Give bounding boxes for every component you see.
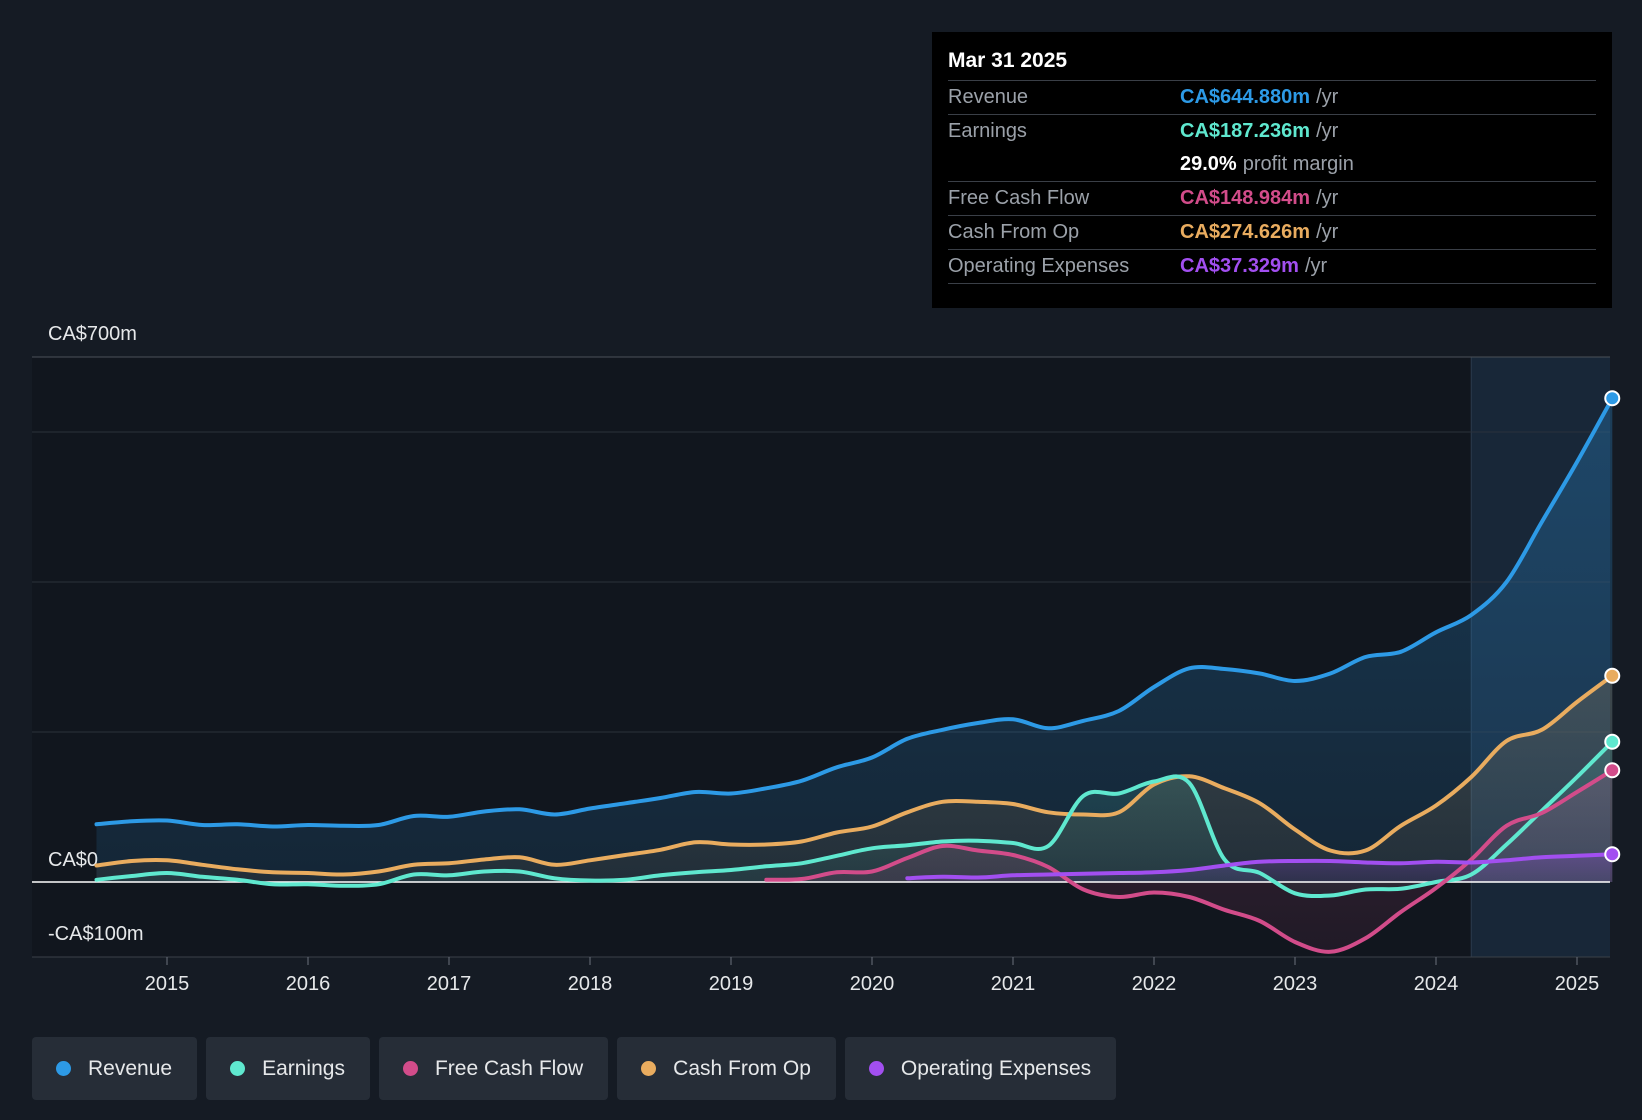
- legend: Revenue Earnings Free Cash Flow Cash Fro…: [32, 1037, 1117, 1100]
- tooltip-value: 29.0%: [1180, 153, 1237, 175]
- legend-item-earnings[interactable]: Earnings: [206, 1037, 370, 1100]
- x-tick-label: 2024: [1414, 973, 1459, 995]
- series-line-free-cash-flow: [764, 768, 1615, 954]
- legend-item-cash-from-op[interactable]: Cash From Op: [617, 1037, 836, 1100]
- tooltip-unit: /yr: [1316, 86, 1339, 108]
- x-tick-label: 2017: [427, 973, 472, 995]
- tooltip-value: CA$37.329m: [1180, 255, 1299, 277]
- series-end-point-cash-from-op: [1604, 667, 1621, 684]
- series-end-point-revenue: [1604, 390, 1621, 407]
- tooltip-panel: Mar 31 2025 Revenue CA$644.880m /yr Earn…: [932, 32, 1612, 308]
- tooltip-row-operating-expenses: Operating Expenses CA$37.329m /yr: [948, 250, 1596, 284]
- tooltip-unit: /yr: [1316, 221, 1339, 243]
- tooltip-row-revenue: Revenue CA$644.880m /yr: [948, 81, 1596, 115]
- legend-dot-icon: [402, 1061, 418, 1076]
- x-tick-label: 2015: [145, 973, 190, 995]
- y-axis-label: CA$700m: [48, 323, 137, 345]
- x-tick-label: 2020: [850, 973, 895, 995]
- x-tick-label: 2019: [709, 973, 754, 995]
- legend-label: Cash From Op: [673, 1056, 811, 1080]
- x-tick-label: 2025: [1555, 973, 1600, 995]
- tooltip-unit: /yr: [1304, 255, 1328, 277]
- legend-label: Earnings: [262, 1056, 345, 1080]
- tooltip-value: CA$187.236m: [1180, 120, 1311, 142]
- legend-item-revenue[interactable]: Revenue: [32, 1037, 198, 1100]
- series-end-point-free-cash-flow: [1604, 762, 1621, 779]
- tooltip-value: CA$644.880m: [1180, 86, 1311, 108]
- tooltip-label: Earnings: [948, 120, 1027, 142]
- series-area-free-cash-flow: [766, 770, 1613, 952]
- legend-label: Free Cash Flow: [434, 1056, 584, 1080]
- series-line-cash-from-op: [94, 673, 1615, 877]
- legend-item-operating-expenses[interactable]: Operating Expenses: [844, 1037, 1117, 1100]
- tooltip-value: CA$274.626m: [1180, 221, 1311, 243]
- tooltip-row-profit-margin: 29.0% profit margin: [948, 148, 1596, 182]
- tooltip-unit: profit margin: [1242, 153, 1354, 175]
- legend-dot-icon: [230, 1061, 246, 1076]
- series-end-point-operating-expenses: [1604, 846, 1621, 863]
- y-axis-label: CA$0: [48, 849, 98, 871]
- tooltip-label: Revenue: [948, 86, 1029, 108]
- y-axis-label: -CA$100m: [48, 923, 144, 945]
- tooltip-label: Operating Expenses: [948, 255, 1130, 277]
- tooltip-value: CA$148.984m: [1180, 187, 1311, 209]
- tooltip-label: Cash From Op: [948, 221, 1080, 243]
- legend-label: Operating Expenses: [900, 1056, 1092, 1080]
- legend-item-free-cash-flow[interactable]: Free Cash Flow: [378, 1037, 609, 1100]
- x-tick-label: 2021: [991, 973, 1036, 995]
- series-area-revenue: [96, 398, 1613, 882]
- legend-label: Revenue: [88, 1056, 173, 1080]
- tooltip-label: Free Cash Flow: [948, 187, 1090, 209]
- series-end-point-earnings: [1604, 733, 1621, 750]
- x-tick-label: 2022: [1132, 973, 1177, 995]
- x-tick-label: 2016: [286, 973, 331, 995]
- series-line-earnings: [94, 739, 1615, 899]
- x-tick-label: 2023: [1273, 973, 1318, 995]
- x-tick-label: 2018: [568, 973, 613, 995]
- legend-dot-icon: [641, 1061, 657, 1076]
- series-area-cash-from-op: [96, 675, 1613, 882]
- series-line-operating-expenses: [905, 852, 1615, 881]
- series-line-revenue: [94, 396, 1615, 829]
- tooltip-unit: /yr: [1316, 120, 1339, 142]
- tooltip-date: Mar 31 2025: [948, 46, 1596, 81]
- legend-dot-icon: [56, 1061, 71, 1076]
- tooltip-row-earnings: Earnings CA$187.236m /yr: [948, 115, 1596, 148]
- legend-dot-icon: [868, 1061, 884, 1076]
- tooltip-row-cash-from-op: Cash From Op CA$274.626m /yr: [948, 216, 1596, 250]
- tooltip-row-free-cash-flow: Free Cash Flow CA$148.984m /yr: [948, 182, 1596, 216]
- tooltip-label: [948, 148, 1180, 181]
- tooltip-unit: /yr: [1316, 187, 1339, 209]
